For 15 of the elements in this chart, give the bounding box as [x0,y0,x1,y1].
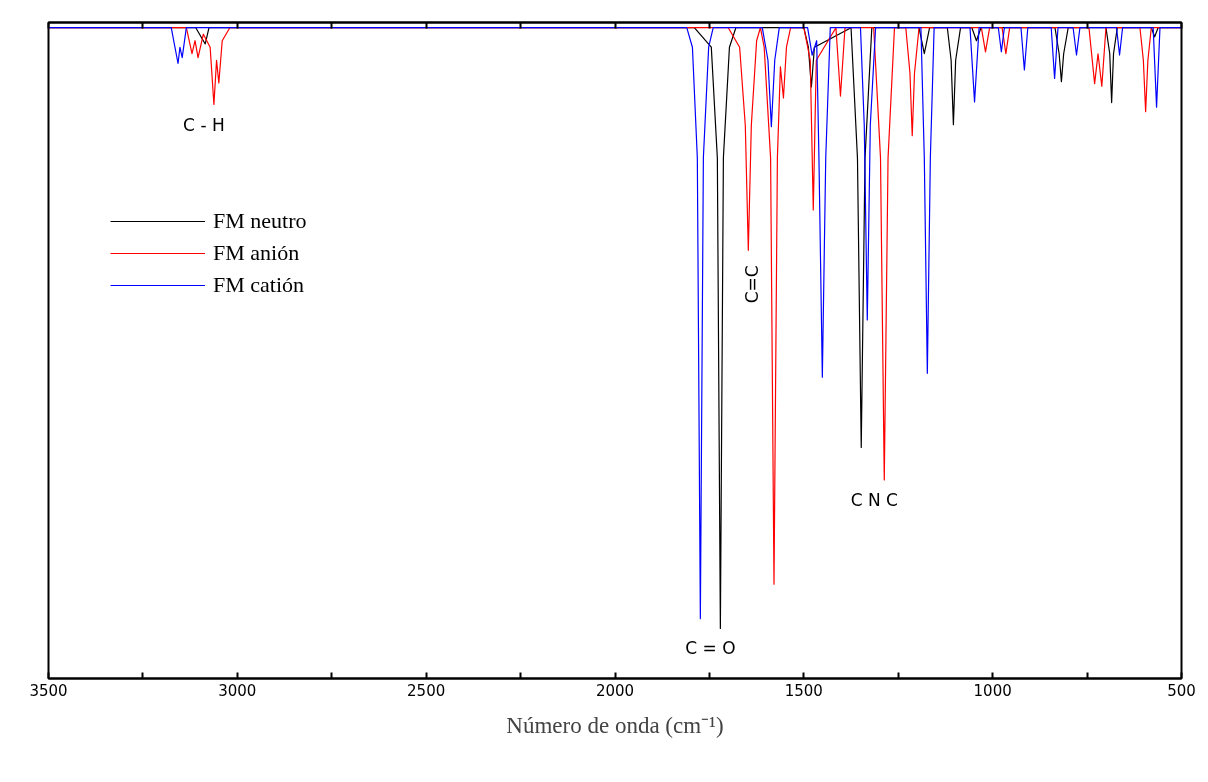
annotation: C = O [685,638,736,659]
x-tick-label: 500 [1167,681,1196,700]
x-tick-label: 1000 [973,681,1012,700]
x-tick-label: 1500 [784,681,823,700]
annotation: C N C [850,490,898,511]
x-tick-label: 3000 [218,681,257,700]
legend-label: FM anión [213,240,300,266]
annotation: C - H [183,114,225,135]
x-tick-label: 2500 [407,681,446,700]
legend-label: FM catión [213,272,305,298]
annotation: C=C [742,265,763,304]
x-axis-title: Número de onda (cm⁻¹) [506,712,724,738]
x-tick-label: 2000 [595,681,635,700]
legend-label: FM neutro [213,208,307,234]
x-tick-label: 3500 [29,681,68,700]
